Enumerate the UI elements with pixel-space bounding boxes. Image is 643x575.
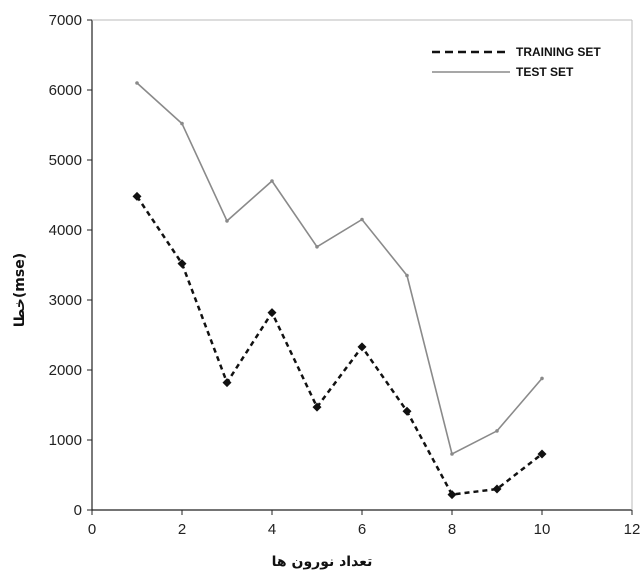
data-point-test-set: [225, 219, 229, 223]
data-point-training-set: [267, 308, 277, 318]
series-line-training-set: [135, 195, 543, 496]
y-tick-label: 5000: [49, 152, 82, 169]
data-point-training-set: [132, 191, 142, 201]
data-point-training-set: [402, 406, 412, 416]
chart-axes: [91, 19, 633, 511]
x-tick-label: 4: [268, 521, 276, 538]
data-point-training-set: [357, 342, 367, 352]
data-point-test-set: [180, 121, 184, 126]
data-point-training-set: [177, 259, 187, 269]
x-tick-label: 0: [88, 521, 96, 538]
legend-label: TEST SET: [516, 65, 574, 79]
x-tick-label: 6: [358, 521, 366, 538]
tick-labels: 0 1000 2000 3000 4000 5000 6000 7000 0 2 4 6 8 10 12: [49, 12, 641, 538]
series-line-test-set: [136, 82, 543, 456]
data-point-test-set: [450, 452, 454, 456]
y-tick-label: 7000: [49, 12, 82, 29]
y-tick-label: 4000: [49, 222, 82, 239]
legend: TRAINING SET TEST SET: [432, 45, 601, 79]
y-axis-label: (mse)خطا: [12, 253, 28, 327]
x-tick-label: 2: [178, 521, 186, 538]
data-point-training-set: [447, 490, 457, 500]
y-tick-label: 0: [74, 502, 82, 519]
data-point-training-set: [492, 484, 502, 494]
x-tick-label: 10: [534, 521, 551, 538]
y-tick-label: 2000: [49, 362, 82, 379]
plot-area: [132, 81, 547, 500]
data-point-test-set: [540, 376, 544, 381]
data-point-training-set: [222, 378, 232, 388]
data-point-training-set: [312, 402, 322, 412]
x-tick-label: 8: [448, 521, 456, 538]
y-tick-label: 6000: [49, 82, 82, 99]
data-point-test-set: [135, 81, 139, 85]
x-axis-label: تعداد نورون ها: [272, 554, 373, 570]
data-point-test-set: [495, 429, 499, 433]
data-point-training-set: [537, 449, 547, 459]
y-tick-label: 1000: [49, 432, 82, 449]
data-point-test-set: [405, 273, 409, 278]
data-point-test-set: [315, 245, 319, 249]
legend-label: TRAINING SET: [516, 45, 601, 59]
y-tick-label: 3000: [49, 292, 82, 309]
data-point-test-set: [270, 179, 274, 183]
x-tick-label: 12: [624, 521, 641, 538]
data-point-test-set: [360, 217, 364, 222]
